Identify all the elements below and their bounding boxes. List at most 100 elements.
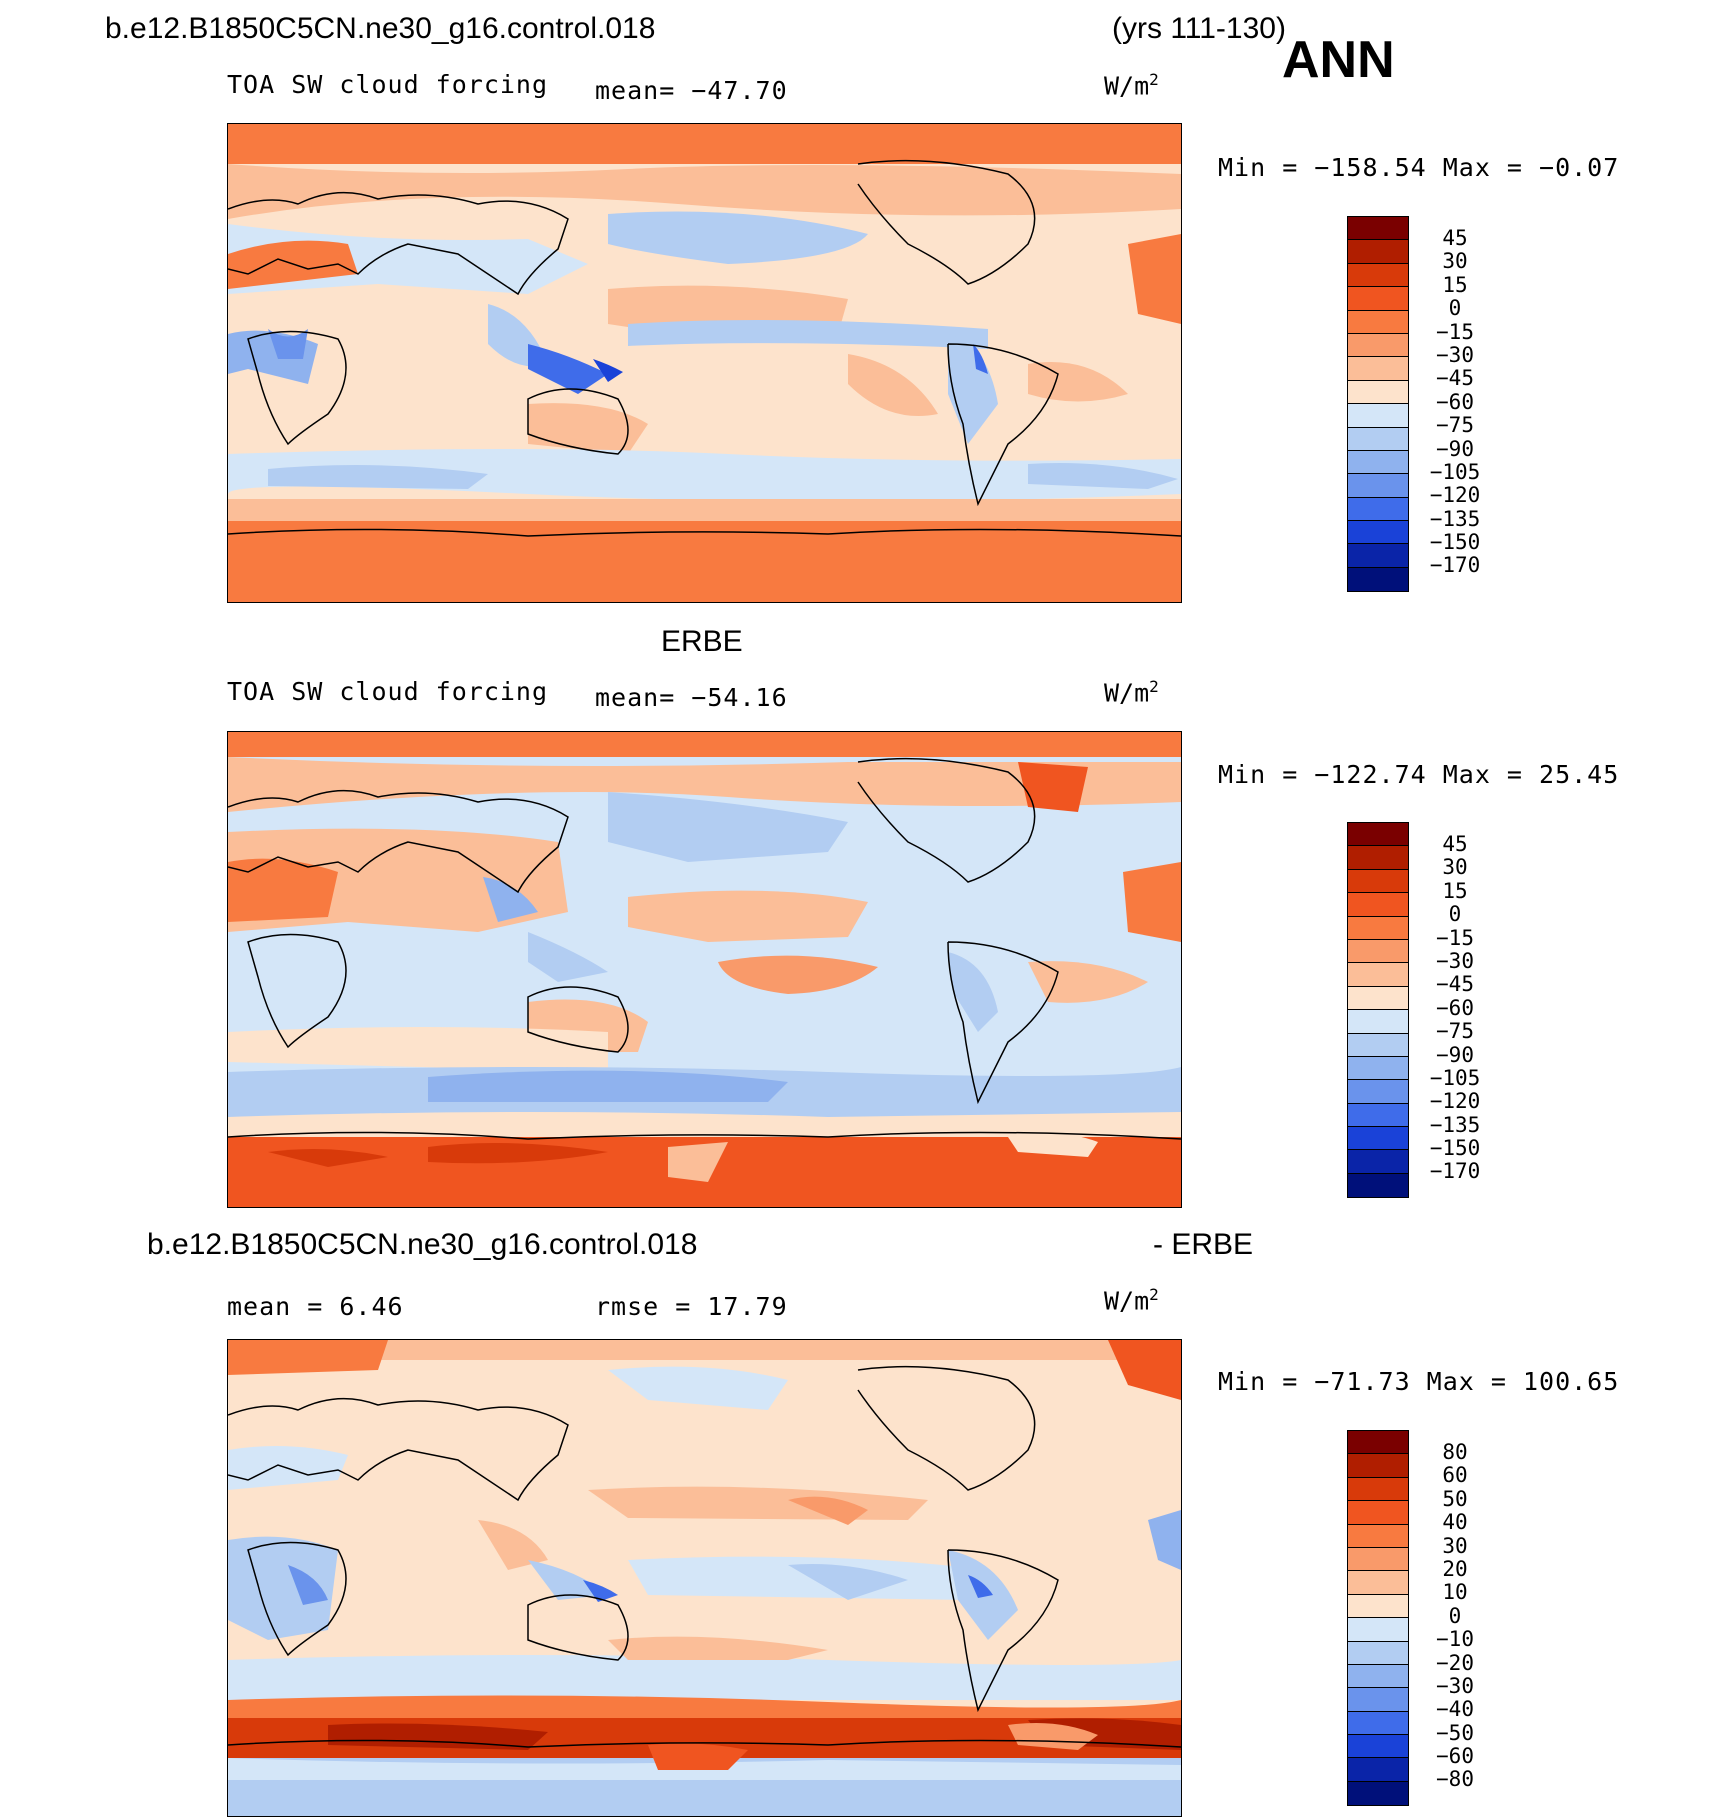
colorbar-swatch xyxy=(1348,217,1408,241)
panel2-title: ERBE xyxy=(661,625,743,658)
colorbar-swatch xyxy=(1348,427,1408,451)
colorbar-swatch xyxy=(1348,1080,1408,1104)
panel1-colorbar-ticks: 45 30 15 0 −15 −30 −45 −60 −75 −90 −105 −120 −135 −15… xyxy=(1420,226,1490,578)
colorbar-swatch xyxy=(1348,1173,1408,1198)
colorbar-swatch xyxy=(1348,846,1408,870)
panel3-colorbar xyxy=(1347,1430,1409,1807)
colorbar-swatch xyxy=(1348,1501,1408,1525)
colorbar-tick-label: −75 xyxy=(1436,1019,1474,1044)
case-title: b.e12.B1850C5CN.ne30_g16.control.018 xyxy=(105,12,656,45)
colorbar-swatch xyxy=(1348,1688,1408,1712)
colorbar-swatch xyxy=(1348,1664,1408,1689)
colorbar-swatch xyxy=(1348,1103,1408,1128)
colorbar-swatch xyxy=(1348,474,1408,498)
panel2-colorbar xyxy=(1347,822,1409,1199)
colorbar-swatch xyxy=(1348,1477,1408,1502)
colorbar-tick-label: −40 xyxy=(1436,1697,1474,1722)
colorbar-swatch xyxy=(1348,939,1408,964)
colorbar-tick-label: −170 xyxy=(1429,1159,1481,1184)
colorbar-tick-label: 0 xyxy=(1448,902,1462,927)
panel3-difference-map xyxy=(227,1339,1182,1817)
panel1-minmax: Min = −158.54 Max = −0.07 xyxy=(1218,153,1620,182)
colorbar-swatch xyxy=(1348,1431,1408,1455)
colorbar-tick-label: 60 xyxy=(1442,1463,1468,1488)
colorbar-swatch xyxy=(1348,1781,1408,1806)
colorbar-tick-label: 40 xyxy=(1442,1510,1468,1535)
colorbar-tick-label: −150 xyxy=(1429,1136,1481,1161)
colorbar-swatch xyxy=(1348,380,1408,405)
colorbar-tick-label: 45 xyxy=(1442,832,1468,856)
colorbar-tick-label: −120 xyxy=(1429,1089,1481,1114)
colorbar-swatch xyxy=(1348,1547,1408,1572)
colorbar-swatch xyxy=(1348,1454,1408,1478)
colorbar-tick-label: −135 xyxy=(1429,1112,1481,1137)
colorbar-swatch xyxy=(1348,1056,1408,1081)
colorbar-tick-label: −60 xyxy=(1436,995,1474,1020)
panel3-minmax: Min = −71.73 Max = 100.65 xyxy=(1218,1367,1620,1396)
colorbar-swatch xyxy=(1348,357,1408,381)
colorbar-swatch xyxy=(1348,287,1408,311)
colorbar-tick-label: 80 xyxy=(1442,1440,1468,1464)
panel1-mean-label: mean= −47.70 xyxy=(595,76,788,105)
colorbar-tick-label: −80 xyxy=(1436,1767,1474,1792)
colorbar-tick-label: −60 xyxy=(1436,1744,1474,1769)
colorbar-swatch xyxy=(1348,1010,1408,1034)
colorbar-tick-label: −30 xyxy=(1436,342,1474,367)
panel2-erbe-map xyxy=(227,731,1182,1208)
colorbar-swatch xyxy=(1348,869,1408,894)
colorbar-swatch xyxy=(1348,1711,1408,1736)
colorbar-swatch xyxy=(1348,404,1408,428)
colorbar-swatch xyxy=(1348,986,1408,1011)
season-label: ANN xyxy=(1282,31,1395,89)
colorbar-swatch xyxy=(1348,1641,1408,1665)
colorbar-swatch xyxy=(1348,1127,1408,1151)
colorbar-tick-label: −50 xyxy=(1436,1720,1474,1745)
panel1-colorbar xyxy=(1347,216,1409,593)
colorbar-tick-label: 30 xyxy=(1442,249,1468,274)
colorbar-tick-label: 30 xyxy=(1442,855,1468,880)
colorbar-tick-label: −45 xyxy=(1436,972,1474,997)
panel2-variable-label: TOA SW cloud forcing xyxy=(227,677,549,706)
panel1-variable-label: TOA SW cloud forcing xyxy=(227,70,549,99)
colorbar-swatch xyxy=(1348,1758,1408,1782)
panel3-title-left: b.e12.B1850C5CN.ne30_g16.control.018 xyxy=(147,1228,698,1261)
colorbar-tick-label: −75 xyxy=(1436,413,1474,438)
colorbar-swatch xyxy=(1348,544,1408,568)
colorbar-tick-label: −135 xyxy=(1429,506,1481,531)
colorbar-tick-label: −20 xyxy=(1436,1650,1474,1675)
colorbar-swatch xyxy=(1348,450,1408,475)
panel2-colorbar-ticks: 45 30 15 0 −15 −30 −45 −60 −75 −90 −105 −120 −135 −15… xyxy=(1420,832,1490,1184)
colorbar-tick-label: −15 xyxy=(1436,319,1474,344)
panel2-mean-label: mean= −54.16 xyxy=(595,683,788,712)
colorbar-swatch xyxy=(1348,963,1408,987)
colorbar-swatch xyxy=(1348,521,1408,545)
colorbar-swatch xyxy=(1348,1618,1408,1642)
colorbar-swatch xyxy=(1348,916,1408,940)
panel3-rmse-label: rmse = 17.79 xyxy=(595,1292,788,1321)
colorbar-tick-label: −170 xyxy=(1429,553,1481,578)
colorbar-tick-label: −105 xyxy=(1429,459,1481,484)
colorbar-swatch xyxy=(1348,310,1408,334)
colorbar-swatch xyxy=(1348,893,1408,917)
colorbar-tick-label: 50 xyxy=(1442,1486,1468,1511)
colorbar-tick-label: −45 xyxy=(1436,366,1474,391)
colorbar-swatch xyxy=(1348,497,1408,522)
colorbar-swatch xyxy=(1348,1033,1408,1057)
colorbar-tick-label: 10 xyxy=(1442,1580,1468,1605)
colorbar-tick-label: −60 xyxy=(1436,389,1474,414)
panel2-units: W/m2 xyxy=(1104,677,1159,708)
panel3-units: W/m2 xyxy=(1104,1285,1159,1316)
colorbar-tick-label: −30 xyxy=(1436,1673,1474,1698)
colorbar-tick-label: 0 xyxy=(1448,296,1462,321)
colorbar-swatch xyxy=(1348,823,1408,847)
colorbar-swatch xyxy=(1348,263,1408,288)
colorbar-tick-label: 0 xyxy=(1448,1603,1462,1628)
colorbar-tick-label: 15 xyxy=(1442,878,1468,903)
colorbar-swatch xyxy=(1348,567,1408,592)
colorbar-tick-label: 45 xyxy=(1442,226,1468,250)
colorbar-swatch xyxy=(1348,1571,1408,1595)
colorbar-tick-label: −150 xyxy=(1429,530,1481,555)
colorbar-tick-label: −120 xyxy=(1429,483,1481,508)
years-label: (yrs 111-130) xyxy=(1112,12,1286,45)
colorbar-tick-label: 30 xyxy=(1442,1533,1468,1558)
